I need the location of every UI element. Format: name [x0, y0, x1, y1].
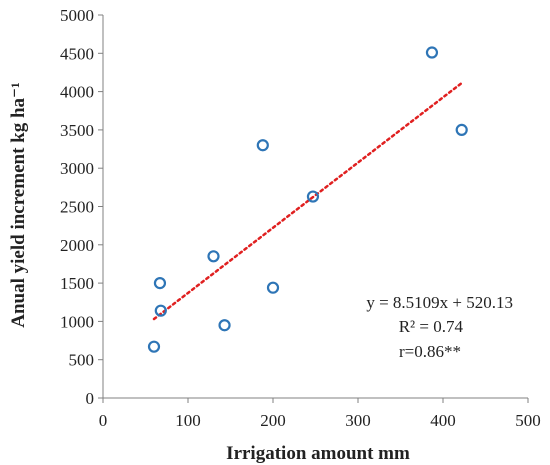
data-point	[147, 340, 161, 353]
y-tick-label: 500	[69, 351, 95, 370]
y-tick-label: 4500	[60, 44, 94, 63]
x-tick-label: 0	[99, 411, 108, 430]
data-point	[153, 277, 167, 290]
y-tick-label: 3500	[60, 121, 94, 140]
x-tick-label: 200	[260, 411, 286, 430]
y-ticks: 0 500 1000 1500 2000 2500 3000 3500 4000 4500 5000	[60, 6, 103, 408]
data-point	[306, 190, 320, 203]
y-tick-label: 3000	[60, 159, 94, 178]
x-axis-title: Irrigation amount mm	[226, 443, 410, 464]
y-tick-label: 0	[86, 389, 95, 408]
y-tick-label: 2500	[60, 198, 94, 217]
y-tick-label: 1000	[60, 312, 94, 331]
x-tick-label: 400	[430, 411, 456, 430]
y-axis-title: Anual yield increment kg ha⁻¹	[8, 82, 29, 328]
correlation-label: r=0.86**	[399, 342, 461, 361]
data-points	[147, 46, 468, 353]
data-point	[425, 46, 439, 59]
plot-area: 0 100 200 300 400 500 0 500 1000 1500 2000 2500 300…	[60, 6, 541, 430]
r-squared-label: R² = 0.74	[399, 317, 464, 336]
data-point	[154, 304, 167, 317]
data-point	[256, 139, 269, 152]
regression-annotations: y = 8.5109x + 520.13 R² = 0.74 r=0.86**	[366, 293, 513, 361]
x-tick-label: 500	[515, 411, 541, 430]
data-point	[455, 123, 468, 136]
y-tick-label: 5000	[60, 6, 94, 25]
x-tick-label: 100	[175, 411, 201, 430]
equation-label: y = 8.5109x + 520.13	[366, 293, 513, 312]
y-tick-label: 2000	[60, 236, 94, 255]
data-point	[207, 250, 220, 263]
data-point	[218, 319, 231, 332]
y-tick-label: 4000	[60, 83, 94, 102]
x-ticks: 0 100 200 300 400 500	[99, 398, 541, 430]
trendline	[152, 81, 463, 321]
data-point	[266, 281, 280, 294]
y-tick-label: 1500	[60, 274, 94, 293]
x-tick-label: 300	[345, 411, 371, 430]
